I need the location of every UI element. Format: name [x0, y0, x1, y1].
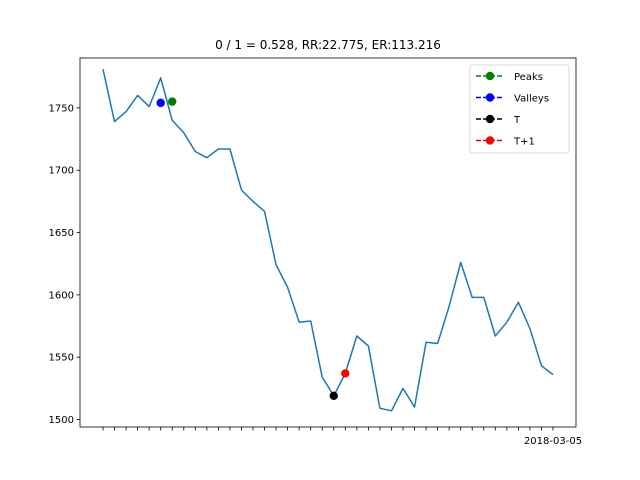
legend-swatch-marker [485, 136, 495, 145]
legend-box [469, 64, 570, 154]
legend-label: T+1 [513, 136, 535, 147]
legend: Peaks Valleys T T+1 [469, 64, 570, 154]
marker-point-t-1 [341, 369, 350, 378]
y-tick-label: 1650 [49, 228, 74, 239]
series-layer [102, 69, 554, 412]
y-tick-label: 1500 [49, 415, 74, 426]
marker-point-t [329, 391, 338, 401]
series-line [102, 69, 554, 412]
y-tick-label: 1550 [49, 353, 74, 364]
marker-point-peaks [168, 97, 177, 106]
legend-swatch-marker [485, 114, 495, 124]
legend-swatch-marker [485, 71, 495, 81]
legend-label: T [513, 115, 521, 126]
legend-label: Peaks [514, 72, 543, 83]
chart-title: 0 / 1 = 0.528, RR:22.775, ER:113.216 [215, 38, 441, 52]
y-tick-label: 1600 [49, 290, 74, 301]
legend-swatch-marker [485, 93, 495, 102]
legend-label: Valleys [514, 93, 549, 104]
y-axis-ticks: 1500 1550 1600 1650 1700 1750 [49, 103, 80, 426]
y-tick-label: 1700 [49, 166, 74, 177]
plot-frame [79, 57, 577, 428]
x-tick-label: 2018-03-05 [524, 436, 582, 447]
marker-point-valleys [156, 98, 165, 108]
marker-layer [156, 97, 350, 401]
y-tick-label: 1750 [49, 103, 74, 114]
x-axis-ticks: 2018-03-05 [102, 427, 582, 447]
